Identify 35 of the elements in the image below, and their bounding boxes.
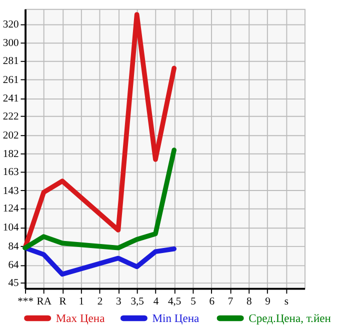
y-tick-label: 64 bbox=[8, 260, 20, 272]
x-tick-label: 6 bbox=[209, 296, 214, 308]
x-tick-label: s bbox=[284, 296, 288, 308]
x-tick-label: *** bbox=[18, 296, 34, 308]
y-tick-label: 300 bbox=[2, 38, 19, 50]
legend-label: Min Цена bbox=[152, 312, 200, 326]
y-tick-label: 45 bbox=[8, 278, 19, 290]
x-tick-label: 2 bbox=[97, 296, 103, 308]
y-tick-label: 241 bbox=[2, 94, 19, 105]
legend-label: Сред.Цена, т.йен bbox=[248, 312, 331, 326]
x-tick-label: 3,5 bbox=[130, 296, 144, 308]
x-tick-label: 7 bbox=[228, 296, 234, 308]
y-tick-label: 261 bbox=[2, 74, 19, 86]
x-tick-label: 3 bbox=[116, 296, 122, 308]
y-tick-label: 104 bbox=[2, 222, 20, 234]
y-tick-label: 163 bbox=[2, 167, 19, 178]
y-tick-label: 143 bbox=[2, 186, 19, 197]
x-tick-label: 1 bbox=[78, 296, 84, 308]
x-tick-label: 9 bbox=[265, 296, 270, 308]
y-tick-label: 182 bbox=[2, 149, 19, 160]
y-tick-label: 320 bbox=[2, 19, 19, 30]
y-tick-label: 84 bbox=[8, 241, 20, 252]
legend-label: Max Цена bbox=[56, 312, 105, 326]
line-series bbox=[22, 148, 177, 250]
x-tick-label: 8 bbox=[246, 296, 252, 308]
y-tick-label: 124 bbox=[2, 204, 20, 215]
line-series bbox=[22, 245, 177, 277]
x-tick-label: R bbox=[59, 296, 68, 308]
y-tick-label: 202 bbox=[2, 130, 19, 142]
x-tick-label: 4,5 bbox=[168, 296, 182, 308]
x-tick-label: 5 bbox=[190, 296, 196, 308]
y-tick-label: 222 bbox=[2, 112, 19, 123]
y-tick-label: 281 bbox=[2, 56, 19, 68]
x-tick-label: RA bbox=[36, 296, 52, 308]
x-tick-label: 4 bbox=[153, 296, 160, 308]
